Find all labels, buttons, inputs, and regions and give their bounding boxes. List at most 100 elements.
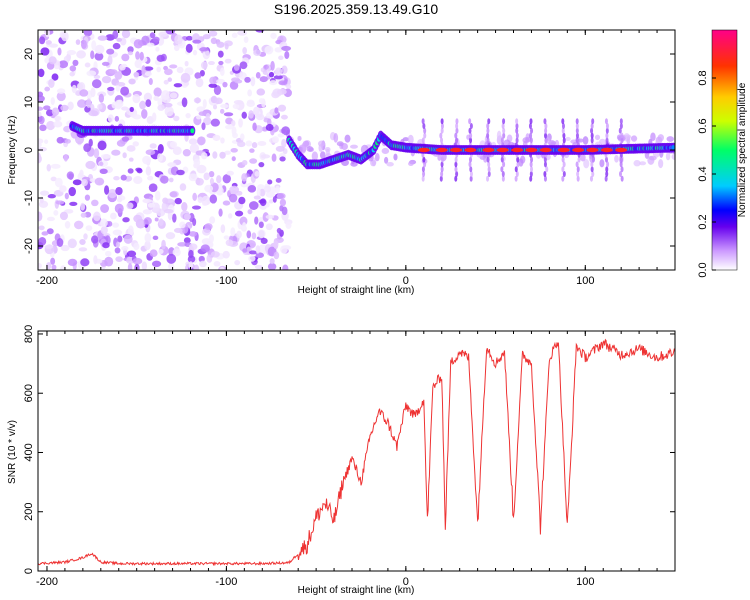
spectrogram-streak-cell (486, 132, 490, 139)
spectrogram-noise-cell (60, 244, 70, 252)
spectrogram-noise-cell (51, 264, 57, 270)
spectrogram-noise-cell (187, 255, 196, 263)
spectrogram-streak-cell (440, 118, 444, 125)
spectrogram-noise-cell (270, 60, 275, 71)
spectrogram-noise-cell (48, 78, 55, 89)
spectrogram-noise-cell (232, 103, 240, 110)
spectrogram-noise-cell (127, 225, 134, 236)
spectrogram-noise-cell (38, 115, 45, 125)
spectrogram-streak-cell (529, 161, 533, 168)
spectrogram-noise-cell (164, 68, 173, 76)
spectrogram-noise-cell (113, 175, 120, 181)
spectrogram-noise-cell (269, 80, 278, 86)
spectrogram-noise-cell (253, 195, 261, 200)
spectrogram-ytick-label: 20 (23, 48, 35, 60)
spectrogram-noise-cell (263, 64, 269, 70)
spectrogram-streak-cell (487, 118, 491, 125)
spectrogram-noise-cell (233, 64, 240, 71)
spectrogram-noise-cell (165, 30, 176, 35)
spectrogram-noise-cell (268, 71, 275, 78)
spectrogram-noise-cell (247, 184, 257, 193)
spectrogram-noise-cell (99, 161, 104, 167)
spectrogram-streak-cell (590, 127, 594, 134)
spectrogram-haze-cell (344, 134, 351, 143)
colorbar-label: Normalized spectral amplitude (737, 82, 748, 217)
spectrogram-noise-cell (188, 261, 194, 269)
spectrogram-streak-cell (468, 118, 472, 125)
spectrogram-noise-cell (51, 107, 60, 116)
spectrogram-noise-cell (201, 122, 206, 131)
spectrogram-noise-cell (241, 173, 248, 182)
spectrogram-noise-cell (156, 54, 165, 62)
spectrogram-noise-cell (242, 248, 248, 253)
spectrogram-noise-cell (40, 190, 50, 196)
spectrogram-noise-cell (83, 233, 88, 240)
spectrogram-noise-cell (189, 143, 200, 154)
spectrogram-streak-cell (618, 127, 622, 134)
spectrogram-noise-cell (133, 242, 140, 251)
spectrogram-streak-cell (619, 161, 623, 168)
spectrogram-noise-cell (213, 85, 222, 96)
spectrogram-noise-cell (76, 50, 86, 59)
spectrogram-noise-cell (183, 237, 191, 244)
spectrogram-noise-cell (230, 147, 238, 153)
spectrogram-streak-cell (529, 137, 533, 144)
spectrogram-noise-cell (44, 244, 54, 249)
spectrogram-noise-cell (273, 240, 279, 249)
spectrogram-noise-cell (56, 88, 66, 94)
spectrogram-noise-cell (78, 247, 88, 252)
snr-xtick-label: -100 (215, 576, 237, 588)
spectrogram-noise-cell (129, 106, 134, 113)
spectrogram-noise-cell (79, 169, 84, 178)
spectrogram-noise-cell (185, 35, 193, 41)
spectrogram-noise-cell (157, 143, 164, 154)
spectrogram-noise-cell (133, 214, 143, 223)
spectrogram-noise-cell (116, 37, 123, 42)
spectrogram-noise-cell (141, 35, 150, 46)
spectrogram-noise-cell (222, 250, 230, 259)
spectrogram-noise-cell (208, 170, 215, 178)
spectrogram-haze-cell (548, 140, 556, 147)
spectrogram-noise-cell (142, 198, 152, 204)
spectrogram-noise-cell (281, 65, 288, 74)
spectrogram-streak-cell (561, 156, 565, 163)
spectrogram-streak-cell (619, 123, 623, 129)
spectrogram-noise-cell (149, 32, 156, 39)
spectrogram-noise-cell (145, 166, 152, 176)
spectrogram-noise-cell (60, 104, 69, 112)
spectrogram-noise-cell (139, 51, 144, 61)
spectrogram-haze-cell (350, 144, 358, 149)
spectrogram-haze-cell (665, 152, 671, 161)
spectrogram-noise-cell (259, 188, 266, 197)
spectrogram-streak-cell (544, 137, 548, 144)
spectrogram-noise-cell (76, 82, 84, 90)
spectrogram-noise-cell (234, 79, 243, 84)
spectrogram-noise-cell (237, 141, 246, 148)
spectrogram-noise-cell (93, 211, 101, 222)
spectrogram-noise-cell (64, 192, 69, 200)
spectrogram-streak-cell (421, 137, 425, 144)
spectrogram-streak-cell (575, 123, 579, 129)
spectrogram-noise-cell (50, 97, 55, 106)
spectrogram-noise-cell (120, 174, 127, 181)
spectrogram-noise-cell (279, 156, 286, 162)
spectrogram-noise-cell (97, 35, 108, 41)
spectrogram-noise-cell (111, 149, 121, 156)
spectrogram-noise-cell (81, 178, 88, 187)
spectrogram-streak-cell (589, 175, 593, 182)
spectrogram-streak-cell (544, 123, 548, 129)
spectrogram-noise-cell (281, 45, 292, 52)
spectrogram-noise-cell (127, 263, 133, 270)
spectrogram-noise-cell (79, 89, 89, 97)
spectrogram-noise-cell (209, 216, 216, 224)
spectrogram-noise-cell (216, 41, 225, 48)
spectrogram-streak-cell (454, 161, 458, 168)
spectrogram-noise-cell (276, 88, 287, 95)
spectrogram-noise-cell (209, 194, 218, 204)
spectrogram-haze-cell (384, 156, 389, 164)
spectrogram-noise-cell (213, 261, 221, 267)
figure-title: S196.2025.359.13.49.G10 (274, 1, 438, 17)
spectrogram-noise-cell (38, 147, 47, 152)
spectrogram-streak-cell (575, 137, 579, 144)
spectrogram-noise-cell (112, 42, 121, 50)
